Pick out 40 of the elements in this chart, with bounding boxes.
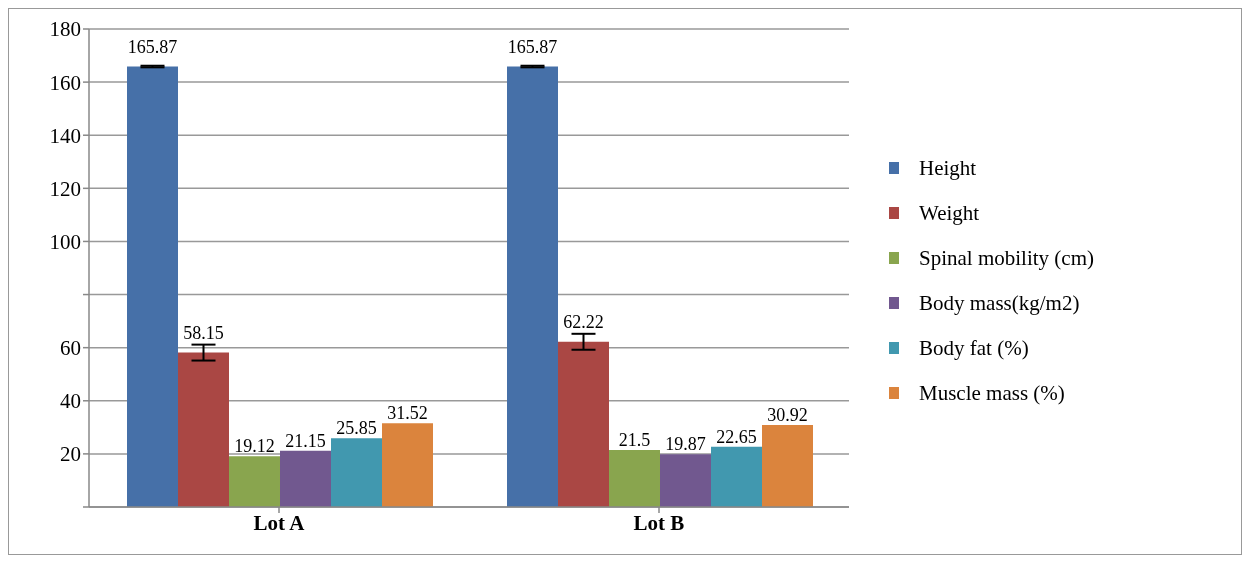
bar xyxy=(558,341,609,507)
y-tick-label: 20 xyxy=(60,442,81,467)
y-tick-label: 160 xyxy=(49,70,81,95)
legend-label: Height xyxy=(919,155,977,181)
x-tick-label: Lot B xyxy=(633,510,685,535)
y-tick-label: 100 xyxy=(49,229,81,254)
y-tick-label: 120 xyxy=(49,176,81,201)
legend-label: Body fat (%) xyxy=(919,335,1029,361)
bar xyxy=(660,454,711,507)
legend-label: Muscle mass (%) xyxy=(919,380,1065,406)
bar xyxy=(609,449,660,507)
data-label: 19.87 xyxy=(665,434,706,455)
bar xyxy=(762,424,813,507)
data-label: 58.15 xyxy=(183,322,224,343)
bar xyxy=(178,352,229,507)
bar xyxy=(507,66,558,507)
data-label: 165.87 xyxy=(127,36,178,57)
data-label: 62.22 xyxy=(563,311,604,332)
data-label: 21.15 xyxy=(285,430,326,451)
data-label: 165.87 xyxy=(507,36,558,57)
x-tick-label: Lot A xyxy=(253,510,306,535)
data-label: 25.85 xyxy=(336,418,377,439)
y-tick-label: 40 xyxy=(60,389,81,414)
data-label: 30.92 xyxy=(767,404,808,425)
bar xyxy=(382,423,433,507)
data-label: 22.65 xyxy=(716,426,757,447)
data-label: 21.5 xyxy=(618,429,651,450)
bar xyxy=(229,456,280,507)
bar xyxy=(127,66,178,507)
bar xyxy=(280,450,331,507)
y-tick-label: 180 xyxy=(49,17,81,42)
y-tick-label: 60 xyxy=(60,336,81,361)
legend-label: Spinal mobility (cm) xyxy=(919,245,1094,271)
bar xyxy=(711,446,762,507)
bar xyxy=(331,438,382,507)
y-tick-label: 140 xyxy=(49,123,81,148)
data-label: 31.52 xyxy=(387,403,428,424)
data-label: 19.12 xyxy=(234,436,275,457)
legend-label: Weight xyxy=(919,200,980,226)
legend-label: Body mass(kg/m2) xyxy=(919,290,1080,316)
